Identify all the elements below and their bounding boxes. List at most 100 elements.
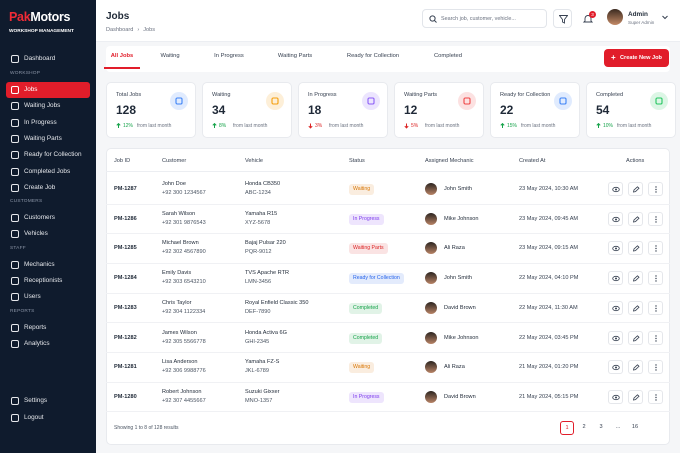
vehicle-plate: XYZ-5678 — [245, 219, 271, 226]
column-header: Assigned Mechanic — [425, 158, 474, 164]
tab[interactable]: In Progress — [214, 53, 244, 59]
page-button[interactable]: ... — [615, 424, 621, 430]
nav-item[interactable]: Waiting Parts — [6, 131, 90, 147]
more-button[interactable] — [648, 360, 663, 375]
mechanic-name: Ali Raza — [444, 245, 465, 252]
edit-button[interactable] — [628, 241, 643, 256]
nav-item[interactable]: Jobs — [6, 82, 90, 98]
more-button[interactable] — [648, 330, 663, 345]
stat-change: 15% — [507, 123, 518, 129]
edit-button[interactable] — [628, 389, 643, 404]
more-button[interactable] — [648, 389, 663, 404]
job-id[interactable]: PM-1282 — [114, 334, 137, 341]
breadcrumb-item[interactable]: Dashboard — [106, 27, 134, 33]
page-button[interactable]: 2 — [582, 424, 586, 430]
more-button-icon — [655, 186, 657, 193]
brand-rest: Motors — [30, 10, 71, 24]
mechanic-name: David Brown — [444, 393, 476, 400]
results-summary: Showing 1 to 8 of 128 results — [114, 425, 179, 431]
nav-item[interactable]: Analytics — [6, 336, 90, 352]
job-id[interactable]: PM-1286 — [114, 215, 137, 222]
nav-item[interactable]: Mechanics — [6, 257, 90, 273]
edit-button[interactable] — [628, 271, 643, 286]
nav-item[interactable]: Vehicles — [6, 226, 90, 242]
user-menu-caret[interactable] — [662, 15, 668, 20]
view-button[interactable] — [608, 182, 623, 196]
edit-button-icon — [632, 334, 640, 342]
nav-item[interactable]: Logout — [6, 410, 90, 426]
trend-arrow — [596, 123, 601, 128]
nav-icon — [11, 339, 19, 348]
view-button[interactable] — [608, 300, 623, 315]
nav-item[interactable]: Users — [6, 289, 90, 305]
search-box[interactable]: Search job, customer, vehicle... — [422, 9, 547, 28]
tab[interactable]: All Jobs — [110, 53, 134, 59]
notifications[interactable]: 3 — [580, 10, 596, 26]
more-button[interactable] — [648, 300, 663, 315]
stat-change: 3% — [315, 123, 323, 129]
view-button-icon — [612, 246, 620, 252]
more-button[interactable] — [648, 182, 663, 196]
job-id[interactable]: PM-1285 — [114, 245, 137, 252]
created-at: 21 May 2024, 01:20 PM — [519, 364, 579, 371]
page-button[interactable]: 16 — [631, 424, 639, 430]
customer-name: Emily Davis — [162, 270, 192, 277]
more-button[interactable] — [648, 271, 663, 286]
nav-item[interactable]: Waiting Jobs — [6, 98, 90, 114]
tab[interactable]: Waiting — [160, 53, 180, 59]
job-id[interactable]: PM-1287 — [114, 186, 137, 192]
nav-item[interactable]: Customers — [6, 210, 90, 226]
tab[interactable]: Ready for Collection — [346, 53, 400, 59]
view-button[interactable] — [608, 330, 623, 345]
more-button[interactable] — [648, 241, 663, 256]
row-divider — [106, 292, 670, 294]
tabs-bar — [106, 46, 670, 72]
view-button-icon — [612, 335, 620, 341]
stat-glyph — [271, 97, 279, 105]
nav-item[interactable]: In Progress — [6, 115, 90, 131]
view-button[interactable] — [608, 241, 623, 256]
nav-item[interactable]: Settings — [6, 393, 90, 409]
user-avatar[interactable] — [607, 9, 623, 25]
more-button[interactable] — [648, 211, 663, 226]
view-button[interactable] — [608, 271, 623, 286]
edit-button-icon — [632, 245, 640, 252]
stat-note: from last month — [425, 123, 460, 129]
created-at: 21 May 2024, 05:15 PM — [519, 393, 579, 400]
nav-item[interactable]: Create Job — [6, 180, 90, 196]
nav-item[interactable]: Receptionists — [6, 273, 90, 289]
view-button[interactable] — [608, 360, 623, 375]
edit-button[interactable] — [628, 211, 643, 226]
search-icon — [429, 15, 437, 23]
job-id[interactable]: PM-1281 — [114, 364, 137, 371]
nav-icon — [11, 323, 19, 332]
page-button[interactable]: 3 — [599, 424, 603, 430]
mechanic-name: Mike Johnson — [444, 215, 479, 222]
stat-icon — [554, 92, 572, 110]
customer-name: Sarah Wilson — [162, 210, 196, 217]
view-button[interactable] — [608, 389, 623, 404]
edit-button[interactable] — [628, 360, 643, 375]
page-button[interactable]: 1 — [560, 421, 574, 435]
edit-button[interactable] — [628, 330, 643, 345]
tab[interactable]: Waiting Parts — [277, 53, 313, 59]
view-button[interactable] — [608, 211, 623, 226]
job-id[interactable]: PM-1283 — [114, 304, 137, 311]
filter-button[interactable] — [553, 9, 572, 28]
create-job-button[interactable]: + Create New Job — [604, 49, 669, 67]
nav-item[interactable]: Completed Jobs — [6, 164, 90, 180]
job-id[interactable]: PM-1280 — [114, 393, 137, 400]
nav-item[interactable]: Reports — [6, 320, 90, 336]
job-id[interactable]: PM-1284 — [114, 275, 137, 282]
created-at: 22 May 2024, 04:10 PM — [519, 275, 579, 282]
column-header: Vehicle — [245, 158, 264, 164]
nav-item[interactable]: Dashboard — [6, 51, 90, 67]
mechanic-avatar — [425, 183, 437, 195]
edit-button[interactable] — [628, 182, 643, 196]
nav-item[interactable]: Ready for Collection — [6, 147, 90, 163]
customer-phone: +92 307 4455667 — [162, 397, 206, 404]
edit-button[interactable] — [628, 300, 643, 315]
tab[interactable]: Completed — [433, 53, 463, 59]
status-badge: Completed — [349, 302, 383, 314]
mechanic-name: Ali Raza — [444, 364, 465, 371]
